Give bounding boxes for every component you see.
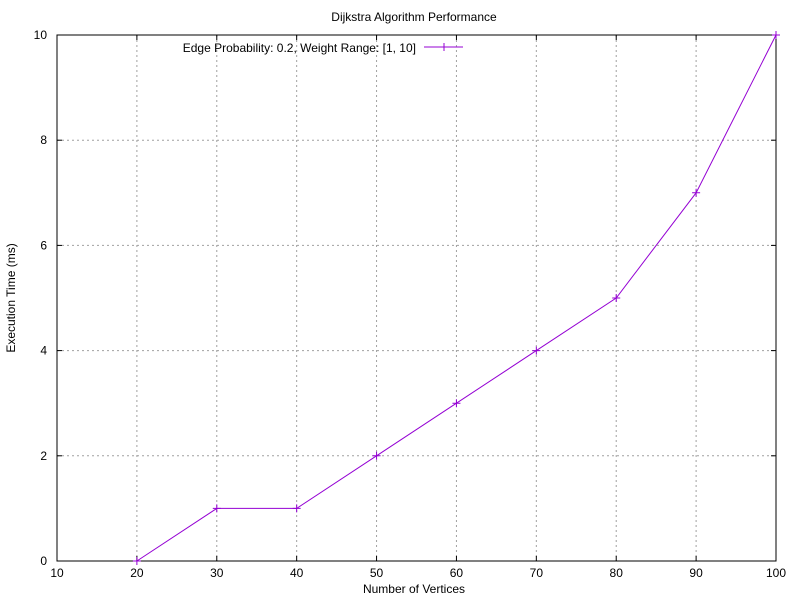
series-line [136,34,777,562]
axis-ticks: 10 20 30 40 50 60 70 80 90 100 0 2 4 6 8 10 [34,28,787,580]
data-point [612,294,621,302]
data-point [452,399,461,408]
x-tick-label: 70 [530,566,544,580]
plot-frame [56,34,777,562]
series [132,31,780,565]
y-axis-label: Execution Time (ms) [4,243,18,352]
legend-marker [440,43,448,51]
data-point [532,346,541,355]
x-tick-label: 10 [50,566,64,580]
y-tick-label: 10 [34,28,48,42]
x-axis-label: Number of Vertices [363,582,465,596]
chart-title: Dijkstra Algorithm Performance [331,10,497,24]
x-tick-label: 60 [450,566,464,580]
x-tick-label: 100 [766,566,786,580]
legend-label: Edge Probability: 0.2, Weight Range: [1,… [183,41,416,55]
legend: Edge Probability: 0.2, Weight Range: [1,… [183,41,463,55]
x-tick-label: 90 [689,566,703,580]
y-tick-label: 8 [40,133,47,147]
data-point [212,504,221,513]
x-tick-label: 20 [130,566,144,580]
x-tick-label: 30 [210,566,224,580]
grid [57,35,776,561]
x-tick-label: 40 [290,566,304,580]
y-tick-label: 4 [40,344,47,358]
x-tick-label: 50 [370,566,384,580]
y-tick-label: 2 [40,449,47,463]
y-tick-label: 0 [40,554,47,568]
data-point [772,31,780,39]
data-point [292,504,301,513]
data-point [692,188,701,197]
data-point [372,451,381,460]
data-point [132,557,141,565]
x-tick-label: 80 [610,566,624,580]
y-tick-label: 6 [40,238,47,252]
